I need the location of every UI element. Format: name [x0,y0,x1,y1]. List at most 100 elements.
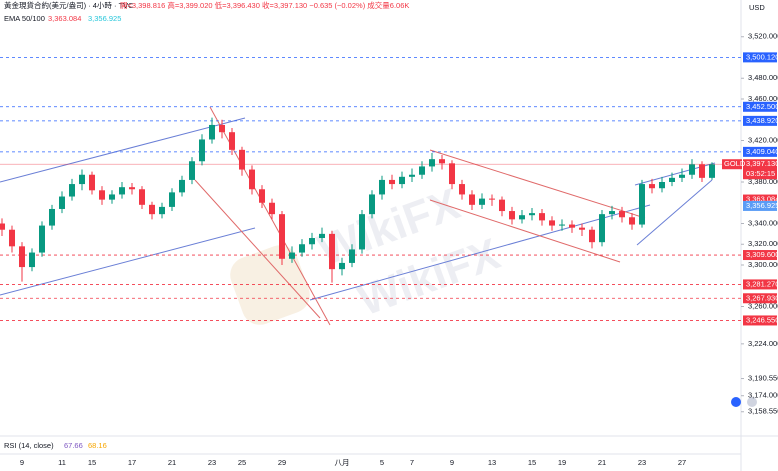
candle-body [529,213,535,216]
level-label-box [743,194,777,205]
indicator-value: 3,356.925 [88,14,121,23]
candle-body [369,194,375,215]
y-tick-label: 3,260.000 [748,301,778,310]
symbol-label: GOLD [724,159,746,168]
candle-body [259,189,265,203]
candle-body [479,198,485,205]
candle-body [539,213,545,221]
candle-body [549,220,555,226]
candle-body [499,199,505,212]
x-tick-label: 25 [238,458,246,467]
candle-body [599,214,605,243]
candle-body [279,214,285,259]
candle-body [389,179,395,185]
candle-body [349,249,355,263]
level-label: 3,309.600 [746,250,778,259]
candle-body [0,223,5,230]
level-label-box [743,315,777,326]
candle-body [669,177,675,182]
x-tick-label: 7 [410,458,414,467]
candle-body [139,189,145,205]
candle-body [89,174,95,191]
level-label-box [743,101,777,112]
level-label-box [743,146,777,157]
candle-body [79,174,85,185]
countdown: 03:52:15 [746,169,775,178]
candle-body [289,252,295,259]
y-tick-label: 3,300.000 [748,260,778,269]
candle-body [579,227,585,230]
candle-body [169,192,175,207]
level-label-box [743,250,777,261]
y-tick-label: 3,420.000 [748,135,778,144]
level-label-box [743,293,777,304]
x-tick-label: 17 [128,458,136,467]
candle-body [689,164,695,175]
candle-body [159,206,165,215]
candle-body [269,202,275,215]
x-tick-label: 23 [638,458,646,467]
level-label: 3,356.925 [746,201,778,210]
trend-line [0,227,256,296]
trend-lines [0,106,716,326]
candle-body [619,211,625,218]
y-tick-label: 3,520.000 [748,32,778,41]
candle-body [649,184,655,189]
candle-body [459,184,465,195]
candle-body [449,163,455,185]
event-icon[interactable] [747,397,757,407]
level-label: 3,452.500 [746,102,778,111]
y-tick-label: 3,190.550 [748,374,778,383]
candle-body [119,187,125,195]
x-tick-label: 29 [278,458,286,467]
level-label-box [743,200,777,211]
candle-body [659,182,665,189]
rsi-value: 68.16 [88,441,107,450]
y-tick-label: 3,460.000 [748,94,778,103]
candle-body [509,211,515,220]
y-tick-label: 3,174.000 [748,391,778,400]
candle-body [519,215,525,220]
candle-body [209,124,215,140]
candle-body [219,124,225,133]
candle-body [99,190,105,200]
watermark-logo [230,245,310,325]
y-tick-label: 3,340.000 [748,218,778,227]
candle-body [359,214,365,250]
candle-body [229,132,235,150]
level-label: 3,409.040 [746,147,778,156]
candle-body [19,246,25,268]
x-tick-label: 13 [488,458,496,467]
candle-body [569,224,575,228]
candle-body [469,194,475,205]
candle-body [39,225,45,253]
last-price-box [743,159,777,180]
level-label: 3,246.550 [746,315,778,324]
level-label-box [743,52,777,63]
rsi-value: 67.66 [64,441,83,450]
level-label: 3,500.120 [746,52,778,61]
instrument: 黃金現貨合約(美元/盎司) · 4小時 · TVC [4,0,134,10]
y-tick-label: 3,158.550 [748,407,778,416]
event-icon[interactable] [731,397,741,407]
trend-line [429,199,621,263]
candle-body [199,139,205,162]
x-tick-label: 27 [678,458,686,467]
level-label: 3,281.270 [746,279,778,288]
x-tick-label: 21 [598,458,606,467]
indicator-name: EMA 50/100 [4,14,45,23]
candle-body [179,179,185,193]
candle-body [319,233,325,239]
x-tick-label: 9 [450,458,454,467]
candle-body [699,164,705,178]
currency: USD [749,3,765,12]
candle-body [249,169,255,190]
candle-body [629,217,635,225]
y-tick-label: 3,224.000 [748,339,778,348]
candle-body [59,196,65,209]
x-tick-label: 23 [208,458,216,467]
trend-line [636,179,713,246]
x-tick-label: 5 [380,458,384,467]
x-tick-label: 11 [58,458,66,467]
